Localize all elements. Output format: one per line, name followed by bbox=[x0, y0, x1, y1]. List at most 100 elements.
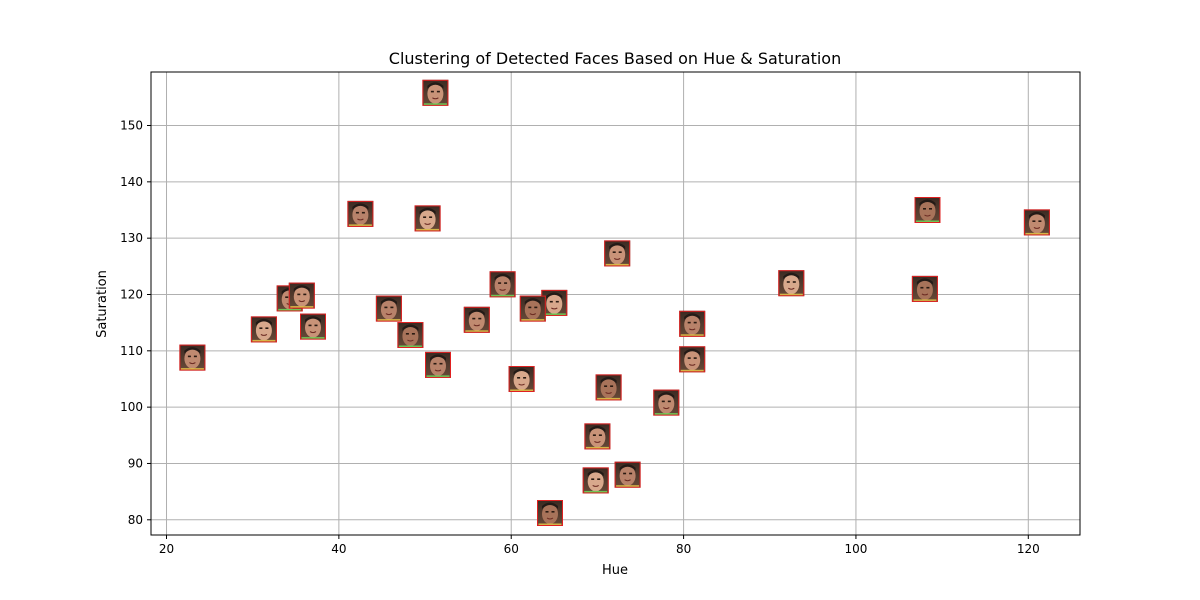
mouth-icon bbox=[357, 218, 364, 221]
eye-icon bbox=[265, 327, 269, 329]
mouth-icon bbox=[592, 484, 599, 487]
y-tick-label: 120 bbox=[120, 287, 143, 301]
detection-box-edge bbox=[423, 103, 447, 105]
hair-icon bbox=[658, 392, 675, 399]
detection-box bbox=[582, 467, 609, 494]
face-thumbnail-point bbox=[422, 79, 449, 106]
detection-box bbox=[300, 313, 326, 340]
eye-icon bbox=[390, 306, 394, 309]
eye-icon bbox=[439, 362, 443, 365]
hair-icon bbox=[419, 207, 436, 215]
detection-box-edge bbox=[616, 485, 640, 487]
detection-box-edge bbox=[1025, 232, 1049, 235]
mouth-icon bbox=[424, 222, 431, 225]
detection-box bbox=[595, 374, 622, 401]
eye-icon bbox=[517, 377, 521, 379]
eye-icon bbox=[926, 286, 930, 289]
hair-icon bbox=[684, 348, 701, 356]
face-icon bbox=[783, 274, 800, 295]
face-icon bbox=[494, 275, 511, 296]
eye-icon bbox=[523, 377, 527, 379]
chart-title: Clustering of Detected Faces Based on Hu… bbox=[389, 49, 841, 68]
mouth-icon bbox=[189, 362, 196, 365]
detection-box-edge bbox=[680, 369, 704, 372]
x-tick-label: 60 bbox=[504, 542, 519, 556]
detection-box bbox=[778, 270, 805, 297]
detection-box-edge bbox=[180, 368, 204, 370]
hair-icon bbox=[783, 272, 800, 280]
eye-icon bbox=[551, 511, 555, 513]
eye-icon bbox=[384, 306, 388, 309]
eye-icon bbox=[597, 478, 601, 480]
y-axis-label: Saturation bbox=[95, 270, 110, 338]
mouth-icon bbox=[921, 293, 929, 296]
mouth-icon bbox=[551, 307, 558, 310]
detection-box-edge bbox=[521, 319, 545, 321]
detection-box-edge bbox=[491, 294, 515, 297]
face-thumbnail-point bbox=[582, 467, 609, 494]
mouth-icon bbox=[434, 369, 442, 372]
detection-box-edge bbox=[252, 339, 276, 342]
face-thumbnail-point bbox=[179, 344, 206, 371]
detection-box bbox=[584, 423, 611, 450]
detection-box-edge bbox=[426, 375, 450, 377]
eye-icon bbox=[598, 434, 602, 436]
eye-icon bbox=[623, 472, 627, 475]
eye-icon bbox=[314, 324, 318, 327]
hair-icon bbox=[255, 318, 272, 326]
mouth-icon bbox=[663, 407, 670, 410]
eye-icon bbox=[303, 293, 307, 296]
mouth-icon bbox=[385, 313, 393, 316]
detection-box bbox=[604, 240, 631, 267]
face-icon bbox=[305, 317, 321, 338]
hair-icon bbox=[513, 368, 530, 375]
eye-icon bbox=[534, 306, 538, 309]
mouth-icon bbox=[613, 257, 621, 260]
face-icon bbox=[684, 314, 701, 335]
mouth-icon bbox=[605, 391, 612, 394]
face-thumbnail-point bbox=[595, 374, 622, 401]
detection-box bbox=[914, 197, 941, 223]
eye-icon bbox=[436, 90, 440, 93]
mouth-icon bbox=[407, 339, 414, 342]
face-icon bbox=[255, 320, 272, 341]
plot-frame bbox=[150, 71, 1081, 536]
face-thumbnail-point bbox=[508, 366, 535, 392]
hair-icon bbox=[919, 199, 936, 206]
eye-icon bbox=[1038, 220, 1042, 222]
eye-icon bbox=[592, 434, 596, 436]
eye-icon bbox=[187, 355, 191, 358]
y-tick-label: 80 bbox=[128, 513, 143, 527]
hair-icon bbox=[619, 464, 636, 471]
hair-icon bbox=[542, 502, 558, 509]
detection-box-edge bbox=[348, 224, 372, 226]
detection-box bbox=[422, 79, 449, 106]
face-thumbnail-point bbox=[463, 306, 490, 333]
hair-icon bbox=[587, 469, 604, 477]
detection-box-edge bbox=[680, 334, 704, 336]
hair-icon bbox=[1028, 211, 1045, 219]
detection-box bbox=[508, 366, 535, 392]
mouth-icon bbox=[298, 300, 306, 303]
eye-icon bbox=[667, 400, 671, 403]
face-thumbnail-point bbox=[414, 205, 441, 232]
detection-box-edge bbox=[654, 413, 678, 415]
detection-box bbox=[519, 295, 546, 322]
eye-icon bbox=[618, 251, 622, 253]
eye-icon bbox=[545, 511, 549, 513]
face-thumbnail-point bbox=[914, 197, 941, 223]
eye-icon bbox=[687, 357, 691, 359]
face-thumbnail-point bbox=[584, 423, 611, 450]
eye-icon bbox=[297, 293, 301, 296]
detection-box-edge bbox=[538, 523, 562, 525]
detection-box bbox=[653, 389, 680, 416]
mouth-icon bbox=[688, 363, 696, 366]
eye-icon bbox=[693, 357, 697, 359]
face-thumbnail-point bbox=[679, 310, 706, 337]
face-thumbnail-point bbox=[489, 271, 516, 298]
face-icon bbox=[1028, 213, 1045, 234]
detection-box bbox=[288, 282, 315, 309]
eye-icon bbox=[504, 282, 508, 284]
eye-icon bbox=[429, 216, 433, 218]
detection-box-edge bbox=[290, 306, 314, 308]
